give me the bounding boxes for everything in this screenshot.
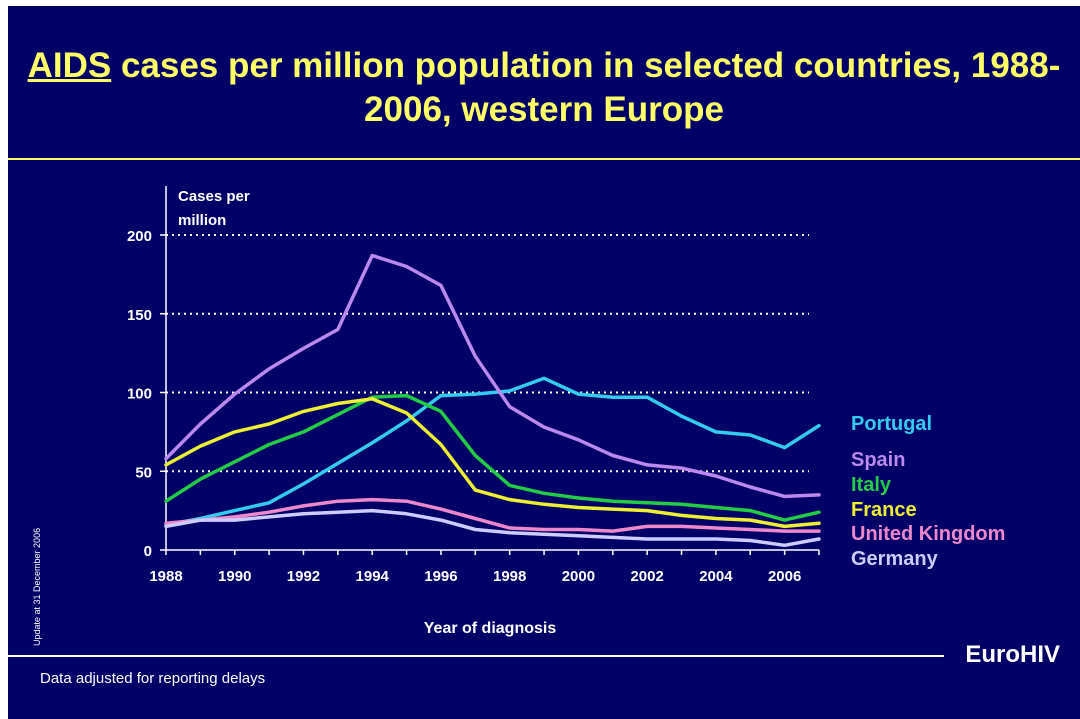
slide: AIDS cases per million population in sel… xyxy=(8,6,1080,719)
x-tick-label: 1988 xyxy=(149,568,182,585)
series-line-united-kingdom xyxy=(164,497,821,533)
legend-label-germany: Germany xyxy=(851,548,939,570)
title-divider xyxy=(8,158,1080,160)
title-text: cases per million population in selected… xyxy=(111,46,1061,129)
update-note: Update at 31 December 2006 xyxy=(32,527,42,646)
series-line-italy xyxy=(164,393,821,522)
series-line-france xyxy=(164,397,821,529)
x-tick-label: 1996 xyxy=(424,568,457,585)
legend-label-france: France xyxy=(851,499,917,521)
legend-label-portugal: Portugal xyxy=(851,413,932,435)
x-tick-label: 1998 xyxy=(493,568,526,585)
y-tick-label: 150 xyxy=(127,307,152,324)
series-line-spain xyxy=(164,253,821,499)
series-line-portugal xyxy=(164,376,821,527)
x-tick-label: 2002 xyxy=(630,568,663,585)
legend-label-italy: Italy xyxy=(851,474,892,496)
source-logo-text: EuroHIV xyxy=(965,641,1060,668)
x-tick-label: 2000 xyxy=(562,568,595,585)
y-tick-label: 200 xyxy=(127,228,152,245)
legend-label-spain: Spain xyxy=(851,449,905,471)
x-tick-label: 1994 xyxy=(356,568,390,585)
y-tick-label: 100 xyxy=(127,386,152,403)
x-tick-label: 1990 xyxy=(218,568,251,585)
x-tick-label: 1992 xyxy=(287,568,320,585)
legend-label-united-kingdom: United Kingdom xyxy=(851,523,1005,545)
y-tick-label: 0 xyxy=(144,543,152,560)
line-chart: 0 50 100 150 200 1988 1990 1992 1994 1996 1998 2000… xyxy=(127,186,1005,637)
x-axis-label: Year of diagnosis xyxy=(424,620,557,637)
title-underlined: AIDS xyxy=(27,46,112,85)
y-tick-label: 50 xyxy=(135,464,152,481)
slide-title: AIDS cases per million population in sel… xyxy=(8,44,1080,132)
footnote: Data adjusted for reporting delays xyxy=(40,670,266,687)
y-axis-label: Cases per million xyxy=(178,188,250,229)
series-line-germany xyxy=(164,508,821,548)
x-tick-label: 2004 xyxy=(699,568,733,585)
footer-divider xyxy=(8,655,944,657)
x-tick-label: 2006 xyxy=(768,568,801,585)
